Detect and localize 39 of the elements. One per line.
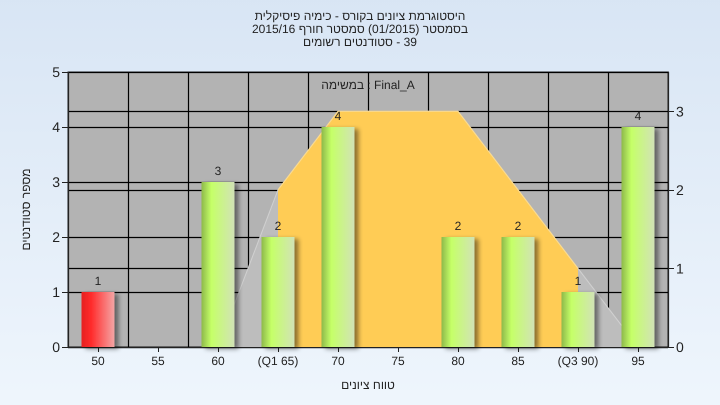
data-label: 2 (274, 219, 282, 233)
data-label: 4 (634, 109, 642, 123)
data-label: 2 (454, 219, 462, 233)
x-tick-label: (Q3 90) (558, 354, 598, 368)
data-label: 1 (94, 274, 102, 288)
data-label: 2 (514, 219, 522, 233)
x-tick-label: 50 (91, 354, 105, 368)
chart-title: היסטוגרמת ציונים בקורס - כימיה פיסיקלית בסמסטר (01/2015) סמסטר חורף 2015/16 39 - סטודנטים רשומים (250, 9, 470, 49)
y-tick-label: 4 (52, 119, 60, 135)
bar (502, 237, 534, 347)
annotation: Final_A : במשימה (320, 78, 416, 92)
y-tick-label: 2 (52, 229, 60, 245)
x-tick-label: 85 (511, 354, 525, 368)
x-tick-label: 60 (211, 354, 225, 368)
x-tick-label: 75 (391, 354, 405, 368)
data-label: 3 (214, 164, 222, 178)
data-label: 4 (334, 109, 342, 123)
bar (202, 182, 234, 347)
y-tick-label: 0 (52, 339, 60, 355)
x-tick-label: 70 (331, 354, 345, 368)
y-axis-title: מספר סטודנטים (19, 168, 33, 251)
y-tick-label: 5 (52, 64, 60, 80)
bar (82, 292, 114, 347)
x-tick-label: (Q1 65) (258, 354, 298, 368)
y2-tick-label: 1 (676, 260, 684, 276)
y-tick-label: 1 (52, 284, 60, 300)
bar (442, 237, 474, 347)
y2-tick-label: 3 (676, 103, 684, 120)
x-tick-label: 55 (151, 354, 165, 368)
y2-tick-label: 2 (676, 182, 684, 198)
bar (562, 292, 594, 347)
x-tick-label: 80 (451, 354, 465, 368)
bar (622, 127, 654, 347)
bar (262, 237, 294, 347)
y2-tick-label: 0 (676, 339, 684, 355)
x-tick-label: 95 (631, 354, 645, 368)
y-tick-label: 3 (52, 174, 60, 190)
bar (322, 127, 354, 347)
x-axis-title: טווח ציונים (341, 378, 396, 392)
